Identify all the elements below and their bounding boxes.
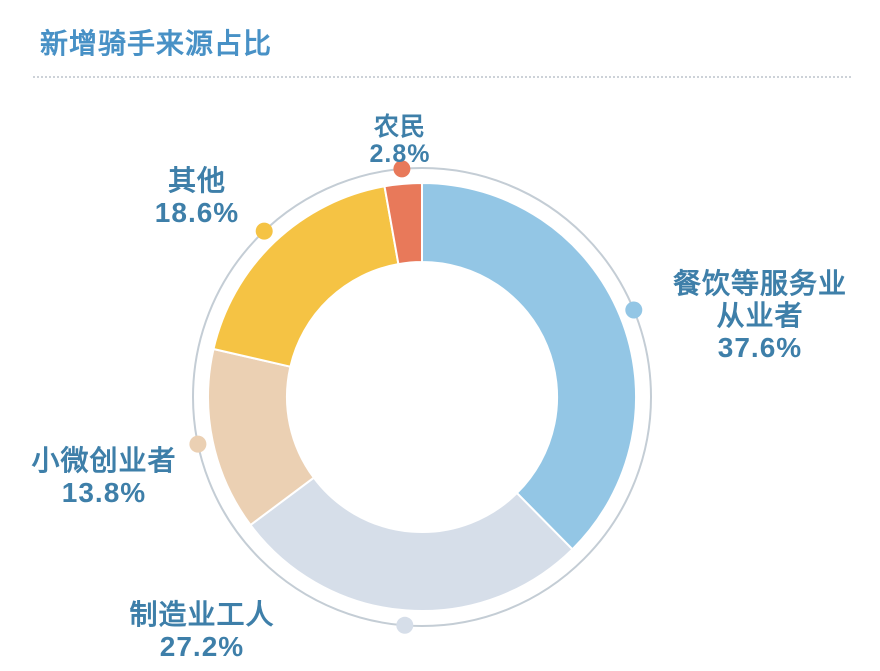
dotted-divider <box>33 76 851 78</box>
donut-slice-0 <box>421 182 638 551</box>
slice-label-text: 餐饮等服务业 <box>672 268 848 299</box>
donut-slice-1 <box>249 476 574 613</box>
slice-label-text: 其他 <box>167 165 226 196</box>
slice-value: 2.8% <box>369 140 431 168</box>
slice-label-others: 其他 18.6% <box>155 165 239 229</box>
donut-slice-3 <box>212 185 400 368</box>
slice-label-farmers: 农民 2.8% <box>370 114 431 168</box>
slice-label-text: 小微创业者 <box>31 445 177 476</box>
slice-label-text: 农民 <box>373 113 427 141</box>
slice-value: 18.6% <box>154 197 240 228</box>
slice-value: 13.8% <box>61 477 147 508</box>
slice-marker-dot-2 <box>189 435 207 453</box>
slice-value: 27.2% <box>159 631 245 662</box>
slice-marker-dot-0 <box>625 301 643 319</box>
page-title: 新增骑手来源占比 <box>40 28 273 59</box>
slice-label-micro-entrepreneurs: 小微创业者 13.8% <box>31 445 176 509</box>
slice-label-text-2: 从业者 <box>716 300 804 331</box>
slice-marker-dot-4 <box>393 160 411 178</box>
outer-guide-ring <box>192 167 652 627</box>
slice-label-service-workers: 餐饮等服务业 从业者 37.6% <box>673 268 847 364</box>
slice-value: 37.6% <box>717 332 803 363</box>
slice-label-manufacturing-workers: 制造业工人 27.2% <box>129 599 274 663</box>
slice-marker-dot-3 <box>255 222 273 240</box>
slice-marker-dot-1 <box>396 616 414 634</box>
donut-slice-4 <box>383 181 423 266</box>
slice-label-text: 制造业工人 <box>129 599 275 630</box>
